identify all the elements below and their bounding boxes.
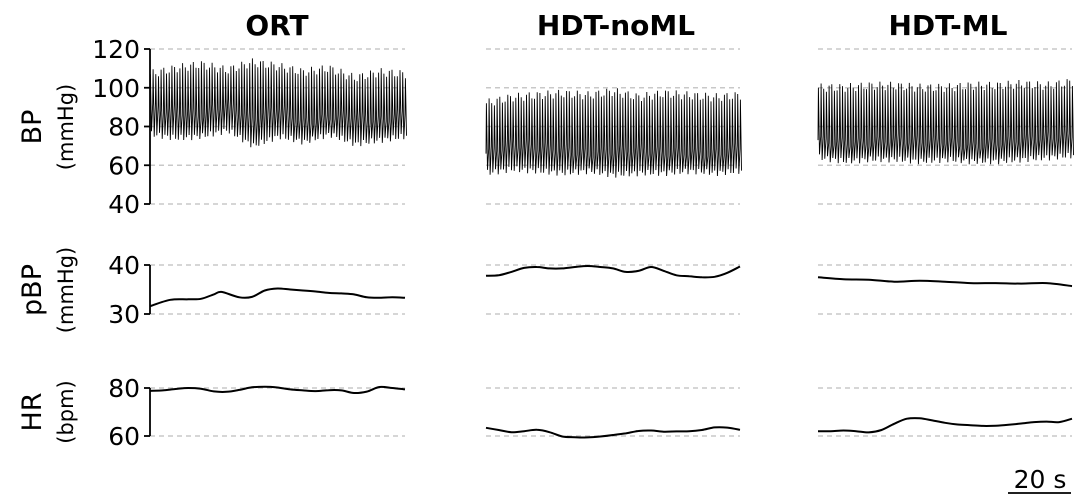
y-tick-label-bp-120: 120 bbox=[92, 35, 140, 64]
row-unit-pbp-text: (mmHg) bbox=[54, 247, 78, 333]
row-unit-pbp: (mmHg) bbox=[54, 247, 78, 333]
row-label-pbp-name: pBP bbox=[17, 264, 48, 316]
y-tick-label-bp-40: 40 bbox=[108, 190, 140, 219]
row-unit-bp: (mmHg) bbox=[54, 84, 78, 170]
time-scale-label: 20 s bbox=[1014, 465, 1067, 494]
column-title-hdt-noml: HDT-noML bbox=[537, 9, 695, 42]
plot-area: 40 60 80 100 120 30 40 60 80 bbox=[92, 35, 1074, 451]
y-tick-label-hr-80: 80 bbox=[108, 374, 140, 403]
y-tick-label-pbp-30: 30 bbox=[108, 300, 140, 329]
y-tick-label-bp-100: 100 bbox=[92, 74, 140, 103]
row-label-hr-name: HR bbox=[17, 392, 48, 431]
column-title-ort: ORT bbox=[245, 9, 308, 42]
trace-pbp-ort bbox=[149, 287, 406, 308]
trace-bp-ort bbox=[149, 58, 407, 148]
column-title-hdt-ml: HDT-ML bbox=[889, 9, 1008, 42]
row-unit-hr-text: (bpm) bbox=[54, 380, 78, 444]
trace-bp-hdt-ml bbox=[817, 79, 1074, 165]
y-tick-label-bp-80: 80 bbox=[108, 113, 140, 142]
trace-hr-hdt-ml bbox=[817, 417, 1073, 434]
trace-pbp-hdt-noml bbox=[485, 264, 741, 279]
trace-hr-hdt-noml bbox=[485, 426, 741, 439]
row-unit-bp-text: (mmHg) bbox=[54, 84, 78, 170]
trace-hr-ort bbox=[149, 385, 406, 395]
y-tick-label-bp-60: 60 bbox=[108, 151, 140, 180]
row-unit-hr: (bpm) bbox=[54, 380, 78, 444]
row-label-bp: BP bbox=[17, 110, 48, 145]
y-tick-label-pbp-40: 40 bbox=[108, 251, 140, 280]
trace-bp-hdt-noml bbox=[485, 88, 742, 178]
trace-pbp-hdt-ml bbox=[817, 276, 1073, 288]
row-label-pbp: pBP bbox=[17, 264, 48, 316]
row-label-bp-name: BP bbox=[17, 110, 48, 145]
y-tick-label-hr-60: 60 bbox=[108, 422, 140, 451]
row-label-hr: HR bbox=[17, 392, 48, 431]
